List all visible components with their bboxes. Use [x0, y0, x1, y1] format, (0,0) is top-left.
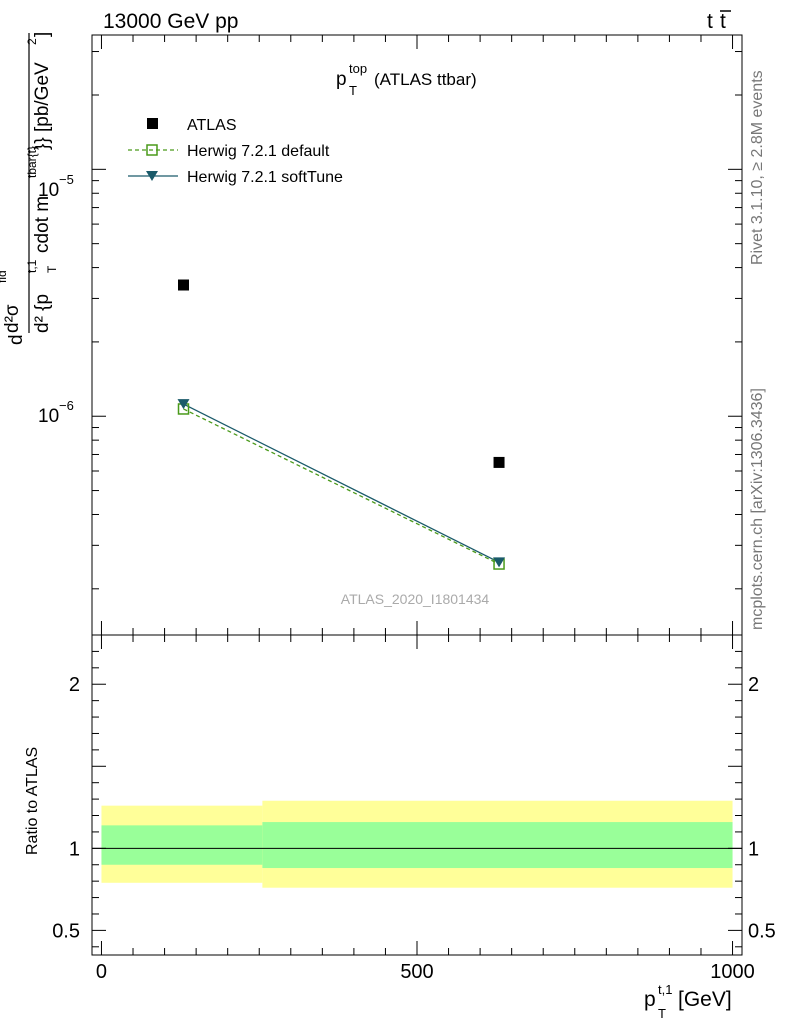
xlabel-p: p: [644, 988, 656, 1011]
legend-label-default: Herwig 7.2.1 default: [187, 143, 330, 160]
xlabel-sup: t,1: [658, 982, 672, 997]
main-ylabel: d d²σ fid d² {p t,1 T cdot m tbar{t} }} …: [0, 32, 59, 345]
ratio-band-inner: [101, 825, 263, 865]
ratio-x-tick-labels: 0 500 1000: [96, 961, 755, 983]
xlabel-sub: T: [658, 1006, 666, 1021]
legend: ATLAS Herwig 7.2.1 default Herwig 7.2.1 …: [128, 117, 343, 186]
ratio-y-tick-label-left: 0.5: [52, 920, 80, 942]
ratio-y-tick-label-right: 1: [748, 838, 759, 860]
process-label-tbar: t: [720, 10, 726, 33]
ytick-1e-6-exp: −6: [59, 398, 74, 413]
ylabel-units: }} [pb/GeV: [32, 62, 53, 150]
ratio-band-inner: [262, 822, 733, 869]
title-rest: (ATLAS ttbar): [374, 70, 477, 89]
ylabel-units-sup: 2: [25, 38, 39, 45]
ytick-1e-6-base: 10: [38, 406, 59, 427]
legend-label-atlas: ATLAS: [187, 117, 237, 134]
main-x-ticks: [100, 35, 734, 635]
ylabel-fid: fid: [0, 270, 9, 283]
ratio-x-tick-label: 500: [400, 961, 433, 983]
point-atlas: [493, 456, 505, 468]
ratio-x-tick-label: 0: [96, 961, 107, 983]
ratio-ylabel: Ratio to ATLAS: [24, 747, 41, 855]
point-softtune: [493, 557, 506, 568]
process-label-t: t: [707, 10, 713, 33]
ratio-y-tick-label-right: 2: [748, 674, 759, 696]
point-softtune: [177, 399, 190, 410]
ytick-1e-5-exp: −5: [59, 172, 74, 187]
x-axis-label: p t,1 T [GeV]: [644, 982, 732, 1021]
ratio-ticks: [92, 635, 742, 955]
y-tick-label-1e-5: 10 −5: [38, 172, 74, 201]
title-p: p: [336, 69, 347, 90]
title-sup: top: [349, 61, 367, 76]
main-y-ticks: [92, 51, 742, 590]
ratio-y-tick-labels: 2 2 1 1 0.5 0.5: [52, 674, 776, 942]
legend-marker-default: [146, 144, 158, 156]
rivet-label: Rivet 3.1.10, ≥ 2.8M events: [749, 70, 766, 265]
main-panel: p top T (ATLAS ttbar) d d²σ fid d² {p t,…: [0, 32, 743, 636]
series-line-softtune: [183, 403, 500, 563]
series-line-default: [183, 408, 500, 565]
process-label: t t: [707, 10, 731, 33]
analysis-id: ATLAS_2020_I1801434: [341, 591, 490, 607]
ylabel-units-close: ]: [32, 32, 53, 37]
ylabel-t1: t,1: [25, 259, 39, 273]
y-tick-label-1e-6: 10 −6: [38, 398, 74, 427]
ylabel-cdot-m: cdot m: [32, 196, 53, 253]
main-data: [177, 279, 506, 570]
legend-marker-atlas: [147, 118, 158, 129]
ratio-x-tick-label: 1000: [710, 961, 755, 983]
ylabel-d2sigma: d²σ: [2, 304, 23, 333]
ratio-y-tick-label-right: 0.5: [748, 920, 776, 942]
ratio-bands: [101, 800, 733, 888]
ratio-panel: Ratio to ATLAS 2 2 1 1 0.5 0.5 0 500 1000 p t,1…: [24, 634, 776, 1021]
ratio-frame: [91, 634, 743, 956]
mcplots-label: mcplots.cern.ch [arXiv:1306.3436]: [749, 388, 766, 630]
ylabel-T: T: [45, 265, 59, 273]
ylabel-d: d: [6, 334, 27, 345]
ylabel-tbar-t: tbar{t}: [25, 146, 39, 178]
legend-label-softtune: Herwig 7.2.1 softTune: [187, 169, 343, 186]
xlabel-rest: [GeV]: [678, 988, 732, 1011]
ratio-y-tick-label-left: 2: [69, 674, 80, 696]
point-atlas: [178, 279, 190, 291]
ytick-1e-5-base: 10: [38, 180, 59, 201]
ratio-y-tick-label-left: 1: [69, 838, 80, 860]
legend-marker-softtune: [146, 171, 158, 181]
plot-title: p top T (ATLAS ttbar): [336, 61, 477, 98]
title-sub: T: [349, 83, 357, 98]
energy-label: 13000 GeV pp: [103, 10, 238, 33]
ylabel-denominator: d² {p: [32, 294, 53, 333]
